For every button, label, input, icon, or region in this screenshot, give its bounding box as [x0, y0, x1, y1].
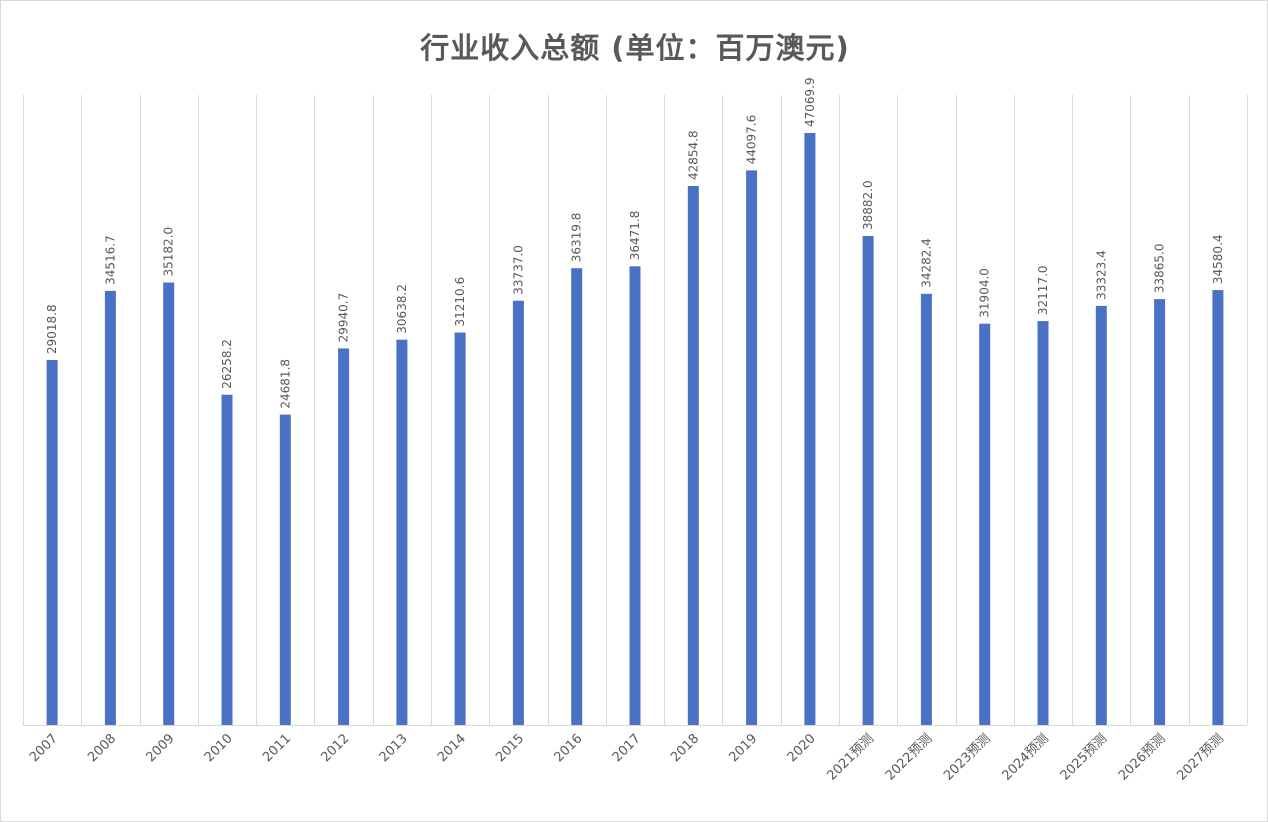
x-tick-label: 2024预测 — [999, 731, 1051, 783]
data-label: 26258.2 — [220, 339, 234, 389]
bar — [1037, 321, 1049, 725]
x-tick-label: 2026预测 — [1116, 731, 1168, 783]
x-tick-label: 2015 — [493, 731, 527, 765]
data-label: 34580.4 — [1211, 234, 1225, 284]
bar — [104, 290, 116, 725]
data-label: 32117.0 — [1036, 265, 1050, 315]
bar — [46, 360, 58, 725]
x-tick-label: 2011 — [260, 731, 294, 765]
x-tick-label: 2021预测 — [825, 731, 877, 783]
bar — [163, 282, 175, 725]
x-tick-label: 2017 — [610, 731, 644, 765]
bar — [221, 394, 233, 725]
data-label: 36471.8 — [628, 211, 642, 261]
bar — [862, 236, 874, 725]
x-tick-label: 2009 — [144, 731, 178, 765]
data-label: 33323.4 — [1094, 250, 1108, 300]
data-label: 33865.0 — [1153, 243, 1167, 293]
x-tick-label: 2008 — [85, 731, 119, 765]
bar — [1154, 299, 1166, 725]
data-label: 29940.7 — [337, 293, 351, 343]
x-tick-label: 2016 — [552, 731, 586, 765]
bar — [512, 300, 524, 725]
x-tick-label: 2012 — [318, 731, 352, 765]
bar — [454, 332, 466, 725]
bar — [687, 186, 699, 725]
data-label: 30638.2 — [395, 284, 409, 334]
data-label: 29018.8 — [45, 304, 59, 354]
data-label: 47069.9 — [803, 77, 817, 127]
bar — [746, 170, 758, 725]
bar — [396, 339, 408, 725]
bar — [920, 293, 932, 725]
data-label: 31904.0 — [978, 268, 992, 318]
x-tick-label: 2020 — [785, 731, 819, 765]
bar — [629, 266, 641, 725]
bar — [338, 348, 350, 725]
x-tick-label: 2022预测 — [883, 731, 935, 783]
data-label: 34516.7 — [103, 235, 117, 285]
data-label: 24681.8 — [278, 359, 292, 409]
x-tick-label: 2018 — [668, 731, 702, 765]
x-tick-label: 2007 — [27, 731, 61, 765]
data-label: 44097.6 — [745, 115, 759, 165]
x-tick-label: 2023预测 — [941, 731, 993, 783]
bar — [804, 133, 816, 725]
bar — [279, 414, 291, 725]
bar — [1095, 305, 1107, 725]
bar — [979, 323, 991, 725]
data-label: 42854.8 — [686, 130, 700, 180]
data-label: 31210.6 — [453, 277, 467, 327]
x-tick-label: 2027预测 — [1174, 731, 1226, 783]
data-label: 36319.8 — [570, 213, 584, 263]
data-label: 33737.0 — [511, 245, 525, 295]
x-tick-label: 2019 — [726, 731, 760, 765]
data-label: 35182.0 — [162, 227, 176, 277]
x-tick-label: 2010 — [202, 731, 236, 765]
x-tick-label: 2014 — [435, 731, 469, 765]
data-label: 34282.4 — [919, 238, 933, 288]
x-tick-label: 2025预测 — [1058, 731, 1110, 783]
bar — [1212, 290, 1224, 725]
data-label: 38882.0 — [861, 180, 875, 230]
chart-title: 行业收入总额 (单位：百万澳元) — [420, 31, 850, 65]
x-tick-label: 2013 — [377, 731, 411, 765]
bar — [571, 268, 583, 725]
